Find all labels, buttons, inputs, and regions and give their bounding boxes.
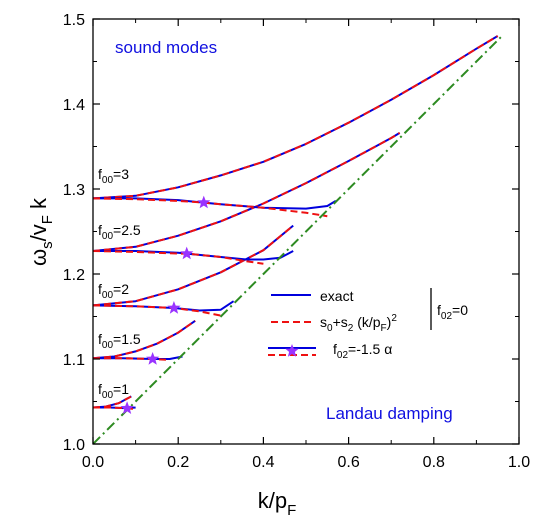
sound-modes-annotation: sound modes <box>115 38 217 57</box>
svg-text:f00=2.5: f00=2.5 <box>98 222 141 242</box>
curve-label-f00-1.5: f00=1.5 <box>98 331 141 351</box>
approx-curve-f02-neg-f00-1.5 <box>93 357 170 361</box>
svg-text:f00=3: f00=3 <box>98 166 129 186</box>
approx-curve-f02-zero-f00-2 <box>93 224 294 307</box>
x-tick-label: 0.6 <box>337 454 359 471</box>
approx-curve-f02-neg-f00-3 <box>93 197 328 218</box>
x-tick-label: 0.8 <box>423 454 445 471</box>
legend-approx-label: s0+s2 (k/pF)2 <box>320 313 397 334</box>
y-tick-label: 1.5 <box>63 12 85 29</box>
approx-curve-f02-zero-f00-2.5 <box>93 132 401 252</box>
legend-f02-neg-label: f02=-1.5 α <box>333 341 392 361</box>
svg-text:f00=1.5: f00=1.5 <box>98 331 141 351</box>
legend-exact-label: exact <box>320 288 354 304</box>
y-tick-label: 1.1 <box>63 352 85 369</box>
exact-curve-f02-neg-f00-2.5 <box>93 250 294 261</box>
legend: exact s0+s2 (k/pF)2 f02=0 f02=-1.5 α <box>268 288 468 361</box>
y-axis-title: ωs/vF k <box>26 197 56 266</box>
curve-label-f00-1: f00=1 <box>98 381 129 401</box>
approx-curve-f02-zero-f00-3 <box>93 35 499 200</box>
exact-curve-f02-zero-f00-3 <box>93 35 499 200</box>
curve-label-f00-3: f00=3 <box>98 166 129 186</box>
landau-boundary-line <box>93 35 503 444</box>
curve-label-f00-2: f00=2 <box>98 281 129 301</box>
approx-curve-f02-neg-f00-1 <box>93 406 136 411</box>
star-marker-f00-3 <box>197 195 211 209</box>
svg-text:f00=2: f00=2 <box>98 281 129 301</box>
star-marker-f00-2 <box>167 301 181 314</box>
legend-star-marker <box>285 344 299 357</box>
svg-text:f00=1: f00=1 <box>98 381 129 401</box>
x-axis-title: k/pF <box>258 488 297 519</box>
x-tick-label: 0.4 <box>252 454 274 471</box>
legend-f02-zero-label: f02=0 <box>437 302 468 322</box>
landau-damping-annotation: Landau damping <box>326 404 453 423</box>
x-tick-label: 1.0 <box>508 454 530 471</box>
y-tick-label: 1.3 <box>63 182 85 199</box>
x-tick-label: 0.0 <box>82 454 104 471</box>
star-marker-f00-2.5 <box>180 246 194 260</box>
y-tick-label: 1.0 <box>63 437 85 454</box>
curve-label-f00-2.5: f00=2.5 <box>98 222 141 242</box>
y-tick-label: 1.2 <box>63 267 85 284</box>
star-marker-f00-1.5 <box>146 352 160 365</box>
star-marker-f00-1 <box>120 401 134 414</box>
y-tick-label: 1.4 <box>63 97 85 114</box>
approx-curve-f02-zero-f00-1.5 <box>93 319 196 360</box>
x-tick-label: 0.2 <box>167 454 189 471</box>
